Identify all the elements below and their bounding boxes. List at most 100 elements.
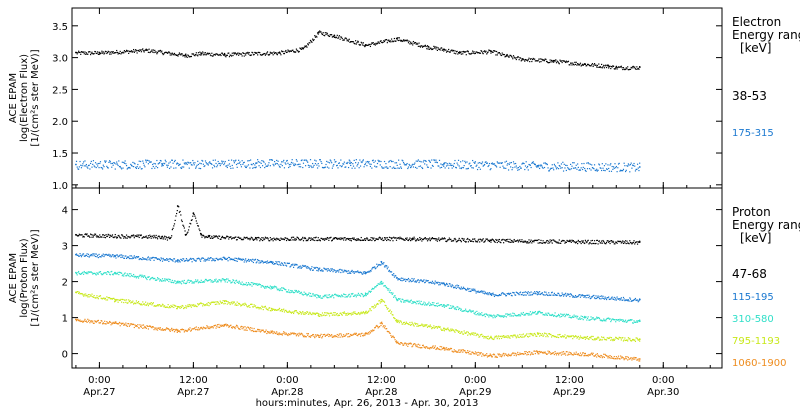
- data-point: [130, 257, 132, 260]
- data-point: [171, 159, 173, 161]
- data-point: [479, 290, 481, 292]
- data-point: [201, 159, 203, 162]
- data-point: [402, 323, 404, 325]
- data-point: [406, 162, 408, 165]
- data-point: [483, 164, 485, 166]
- data-point: [621, 67, 623, 69]
- data-point: [198, 303, 200, 305]
- data-point: [587, 296, 589, 299]
- data-point: [402, 160, 404, 162]
- data-point: [569, 335, 572, 337]
- data-point: [367, 238, 369, 240]
- data-point: [220, 257, 222, 259]
- data-point: [405, 280, 407, 282]
- data-point: [326, 160, 328, 163]
- data-point: [407, 42, 410, 44]
- data-point: [378, 160, 380, 163]
- data-point: [364, 164, 366, 166]
- data-point: [92, 163, 94, 166]
- data-point: [626, 299, 628, 301]
- data-point: [600, 319, 602, 322]
- data-point: [456, 306, 458, 308]
- data-point: [615, 336, 617, 338]
- data-point: [595, 295, 597, 297]
- data-point: [364, 239, 367, 242]
- data-point: [585, 297, 587, 299]
- data-point: [565, 241, 567, 243]
- data-point: [252, 163, 255, 165]
- data-point: [441, 166, 443, 169]
- data-point: [554, 312, 556, 314]
- data-point: [608, 337, 610, 339]
- data-point: [162, 238, 164, 240]
- data-point: [495, 54, 497, 56]
- data-point: [239, 237, 241, 239]
- data-point: [352, 271, 354, 273]
- data-point: [498, 294, 501, 296]
- data-point: [124, 299, 126, 301]
- data-point: [476, 51, 478, 53]
- data-point: [593, 64, 595, 66]
- data-point: [452, 306, 455, 308]
- data-point: [389, 309, 391, 311]
- data-point: [226, 281, 228, 283]
- data-point: [432, 165, 434, 167]
- data-point: [431, 280, 434, 282]
- data-point: [103, 255, 105, 258]
- data-point: [538, 293, 540, 295]
- data-point: [369, 290, 371, 293]
- data-point: [507, 241, 510, 243]
- data-point: [86, 253, 88, 255]
- data-point: [418, 324, 420, 327]
- data-point: [580, 315, 582, 317]
- data-point: [492, 292, 494, 294]
- data-point: [421, 167, 424, 170]
- data-point: [354, 311, 356, 313]
- data-point: [298, 290, 300, 293]
- data-point: [570, 293, 572, 296]
- data-point: [348, 312, 350, 315]
- data-point: [295, 289, 298, 292]
- data-point: [406, 237, 408, 239]
- data-point: [573, 64, 575, 66]
- data-point: [334, 293, 336, 295]
- anchor-point: [552, 59, 555, 62]
- data-point: [517, 315, 519, 317]
- data-point: [78, 320, 80, 322]
- data-point: [92, 53, 94, 55]
- data-point: [204, 237, 206, 239]
- data-point: [500, 162, 502, 164]
- data-point: [198, 228, 200, 230]
- data-point: [639, 319, 641, 321]
- data-point: [109, 321, 111, 323]
- data-point: [463, 51, 465, 53]
- data-point: [206, 236, 208, 238]
- data-point: [436, 302, 438, 305]
- data-point: [312, 239, 314, 241]
- data-point: [319, 269, 321, 272]
- data-point: [80, 167, 83, 169]
- data-point: [410, 240, 412, 242]
- data-point: [142, 50, 145, 52]
- data-point: [470, 240, 472, 242]
- data-point: [390, 292, 392, 294]
- data-point: [227, 236, 229, 238]
- data-point: [80, 234, 82, 236]
- anchor-point: [114, 254, 116, 257]
- data-point: [296, 264, 298, 266]
- data-point: [225, 236, 227, 239]
- data-point: [143, 164, 145, 166]
- anchor-point: [490, 293, 492, 296]
- data-point: [462, 160, 464, 162]
- data-point: [104, 254, 107, 256]
- data-point: [632, 241, 634, 244]
- data-point: [307, 164, 310, 166]
- data-point: [276, 54, 278, 56]
- data-point: [245, 283, 247, 286]
- data-point: [587, 316, 589, 318]
- data-point: [595, 337, 597, 340]
- data-point: [117, 235, 119, 237]
- data-point: [461, 331, 463, 333]
- data-point: [222, 53, 224, 56]
- data-point: [113, 297, 115, 300]
